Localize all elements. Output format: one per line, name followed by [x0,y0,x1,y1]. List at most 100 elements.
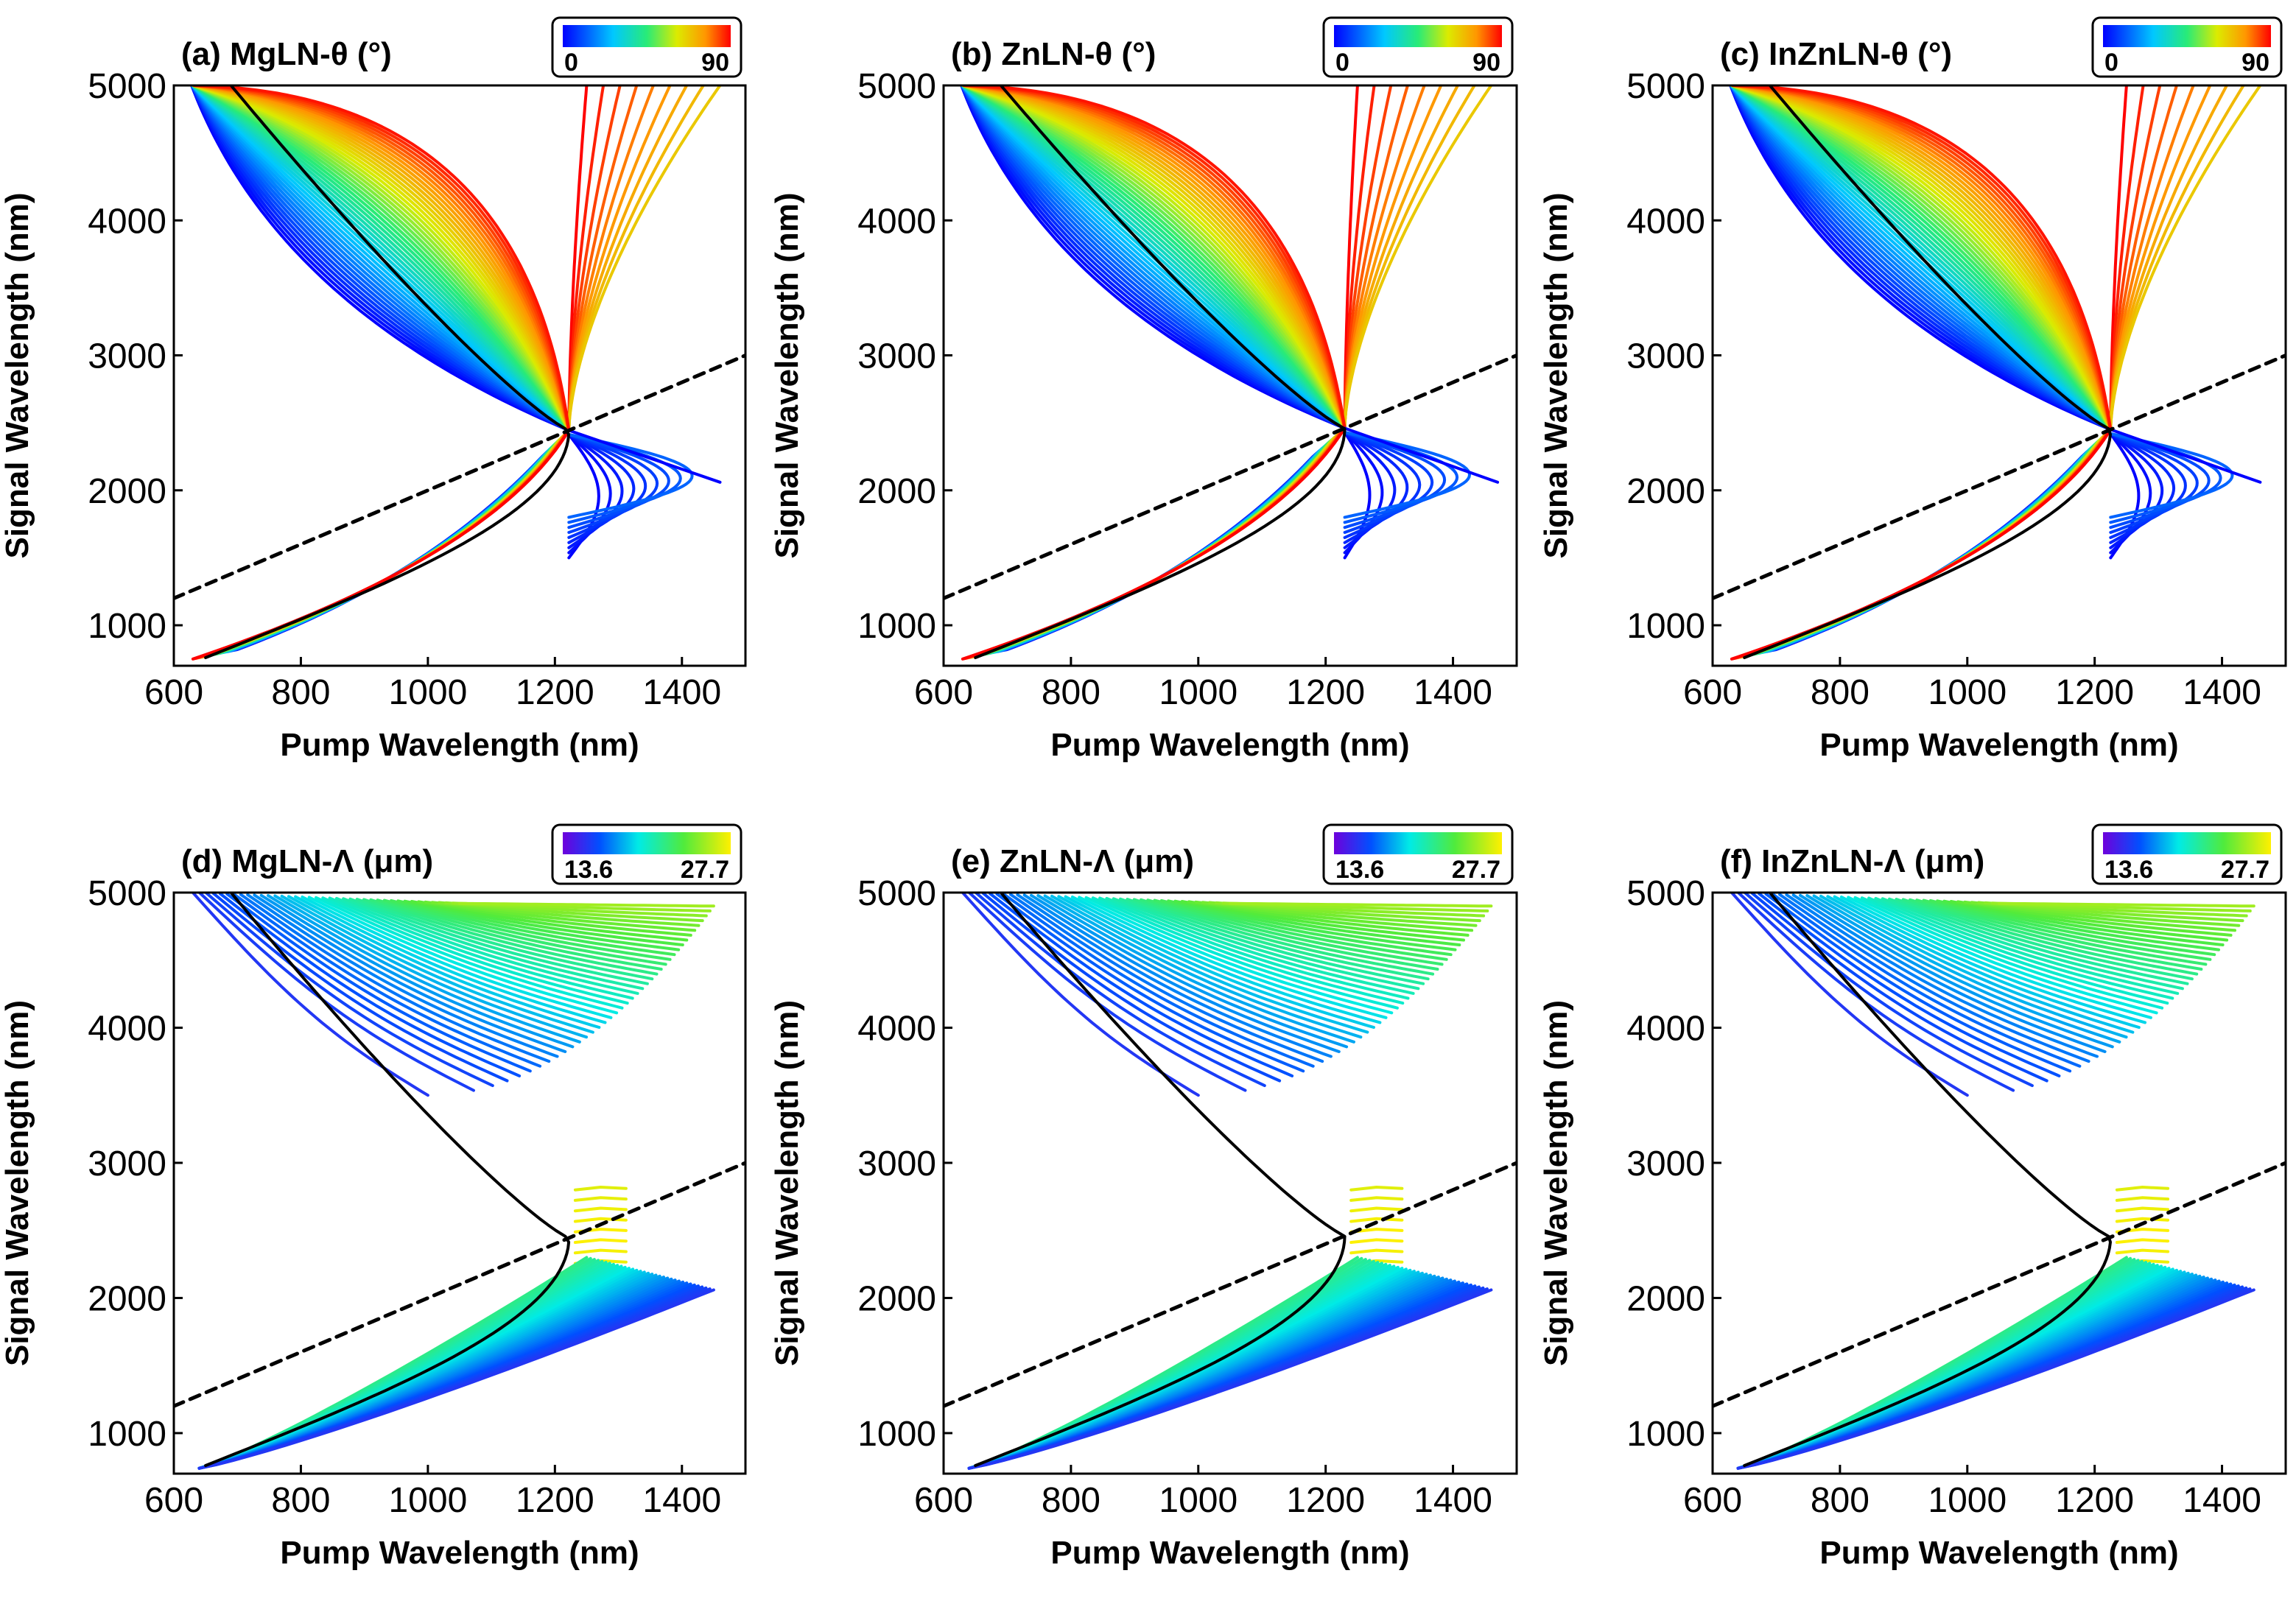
theta-curve-upper [961,85,1347,430]
theta-curve-upper [961,85,1347,430]
theta-curve-upper [190,85,571,432]
theta-curve-upper [1729,85,2113,432]
theta-curve-lower [969,432,1341,659]
y-tick-label: 5000 [1626,67,1705,106]
theta-curve-upper [1729,85,2113,432]
x-tick-label: 600 [914,673,973,712]
period-curve-upper [1922,898,2212,961]
theta-curve-upper [962,85,1347,430]
y-axis-label: Signal Wavelength (nm) [769,192,805,558]
theta-curve-lower [1756,443,2096,655]
colorbar-min-label: 0 [564,49,578,77]
theta-curve-upper [192,85,571,432]
theta-curve-lower [964,429,1344,660]
theta-curve-lower [213,441,558,656]
y-tick-label: 2000 [857,472,936,511]
period-curve-upper [1778,893,2090,1063]
period-curve-upper [1105,896,1415,995]
x-tick-label: 1200 [516,673,594,712]
theta-curve-upper [190,85,571,432]
period-curve-upper [1942,899,2225,946]
axes-frame [1711,84,2287,667]
theta-curve-lower [1745,437,2102,658]
x-tick-label: 1000 [388,1481,467,1520]
theta-curve-lower [981,439,1333,657]
period-curve-upper [1173,899,1461,946]
panel-title: (c) InZnLN-θ (°) [1720,36,1952,72]
theta-curve-upper-right [1343,85,1459,430]
theta-curve-lower [966,429,1344,660]
period-curve-upper [267,894,581,1044]
period-arc [1349,1238,1404,1244]
x-tick-label: 1200 [516,1481,594,1520]
period-curve-upper [1119,897,1425,985]
period-curve-upper [211,893,509,1083]
theta-curve-upper [962,85,1347,430]
theta-curve-lower [226,449,550,653]
theta-curve-upper [191,85,571,432]
period-curve-upper [1874,896,2180,995]
period-curve-upper [396,899,681,952]
period-curve-upper [1799,893,2114,1049]
theta-curve-lower [236,455,544,651]
theta-curve-upper [190,85,571,432]
theta-curve-lower [222,446,552,654]
theta-curve-upper [1730,85,2113,432]
period-curve-upper [1126,898,1430,981]
period-curve-upper [1016,893,1333,1058]
colorbar-max-label: 27.7 [2221,856,2269,884]
theta-curve-upper [960,85,1347,430]
theta-curve-upper-right [2109,85,2245,432]
period-curve-upper [1771,893,2082,1068]
theta-curve-upper [961,85,1347,430]
period-curve-upper [225,893,532,1073]
y-axis-label: Signal Wavelength (nm) [1538,1000,1574,1366]
period-curve-upper [1909,898,2203,971]
theta-curve-upper [1730,85,2113,432]
period-arc [1349,1248,1404,1255]
period-curve-upper [376,898,667,966]
theta-curve-lower [996,449,1321,653]
period-curve-upper [1180,900,1465,942]
period-curve-upper [1826,895,2141,1029]
period-curve-upper [334,896,639,995]
theta-curve-upper [1730,85,2113,432]
theta-curve-upper [1731,85,2113,432]
period-curve-upper [246,893,559,1058]
period-curve-upper [315,896,624,1010]
colorbar-gradient [1334,25,1502,47]
theta-curve-upper [192,85,571,432]
period-curve-upper [424,900,697,932]
period-curve-upper [382,898,672,961]
colorbar-min-label: 13.6 [1335,856,1384,884]
theta-curve-upper [960,85,1347,430]
y-tick-label: 1000 [857,607,936,646]
theta-curve-upper [961,85,1347,430]
period-curve-upper [1791,893,2107,1053]
y-tick-label: 1000 [857,1415,936,1454]
theta-curve-upper [1730,85,2113,432]
theta-curve-lower [1760,446,2093,654]
x-tick-label: 1000 [1928,1481,2007,1520]
x-tick-label: 800 [1811,673,1870,712]
x-axis-label: Pump Wavelength (nm) [1050,727,1409,763]
x-tick-label: 600 [1683,1481,1742,1520]
theta-curve-upper [1730,85,2113,432]
theta-curve-upper [192,85,571,432]
period-arc [573,1186,628,1192]
period-curve-upper [1956,900,2233,937]
theta-curve-lower [998,450,1320,653]
dashed-reference-line [174,1161,745,1408]
x-tick-label: 800 [1811,1481,1870,1520]
theta-curve-upper [1730,85,2113,432]
theta-curve-upper [191,85,571,432]
period-arc [1349,1206,1404,1213]
theta-curve-upper [961,85,1347,430]
theta-curve-upper [961,85,1347,430]
theta-curve-lower [986,442,1329,655]
theta-curve-upper [192,85,571,432]
period-curve-upper [198,893,475,1092]
y-tick-label: 4000 [88,1009,166,1048]
panel-e: 600 800 1000 1200 1400 1000 2000 3000 4000 5000 Pu… [769,823,1518,1571]
theta-curve-upper [961,85,1347,430]
